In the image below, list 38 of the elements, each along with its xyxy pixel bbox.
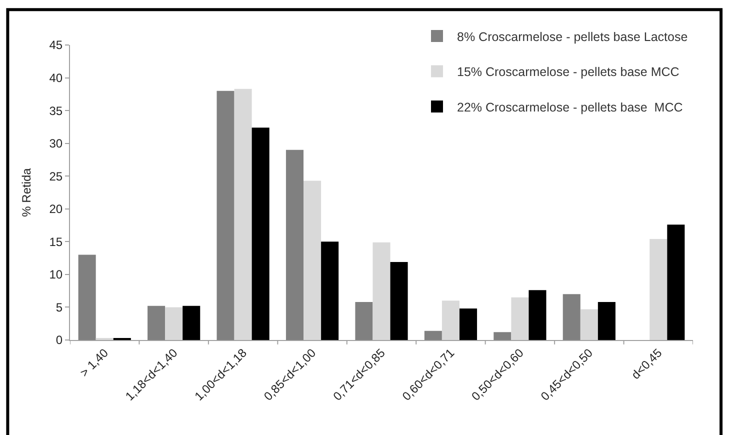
legend-label: 8% Croscarmelose - pellets base Lactose: [457, 30, 688, 44]
y-tick-label: 15: [49, 234, 63, 249]
bar: [148, 306, 166, 340]
y-tick-label: 10: [49, 268, 63, 282]
y-tick-label: 30: [49, 136, 63, 151]
bar: [286, 150, 304, 340]
bar: [424, 330, 442, 340]
bar: [650, 239, 668, 340]
bar: [442, 300, 460, 340]
bar: [216, 90, 234, 340]
y-tick-label: 25: [49, 169, 63, 184]
y-tick-label: 0: [56, 333, 63, 348]
bar: [78, 254, 96, 340]
y-tick-label: 35: [49, 104, 63, 118]
y-tick-label: 20: [49, 202, 63, 216]
legend-label: 15% Croscarmelose - pellets base MCC: [457, 65, 680, 80]
bar: [562, 294, 580, 340]
bar: [598, 302, 616, 340]
bar: [580, 309, 598, 340]
bar: [182, 306, 200, 340]
bar: [494, 332, 512, 340]
y-tick-label: 5: [56, 300, 63, 314]
bar: [459, 308, 478, 340]
bar: [528, 290, 546, 340]
bar: [252, 128, 270, 340]
bar: [355, 302, 373, 340]
bar: [372, 242, 390, 340]
bar: [667, 224, 685, 340]
bar: [234, 88, 252, 340]
legend-label: 22% Croscarmelose - pellets base MCC: [457, 100, 683, 114]
bar: [321, 242, 339, 340]
bar: [165, 307, 183, 340]
bar: [304, 180, 322, 340]
bar: [511, 297, 529, 340]
bar: [390, 262, 408, 340]
y-tick-label: 40: [49, 70, 63, 85]
y-axis-title: % Retida: [20, 168, 34, 217]
y-tick-label: 45: [49, 38, 63, 52]
